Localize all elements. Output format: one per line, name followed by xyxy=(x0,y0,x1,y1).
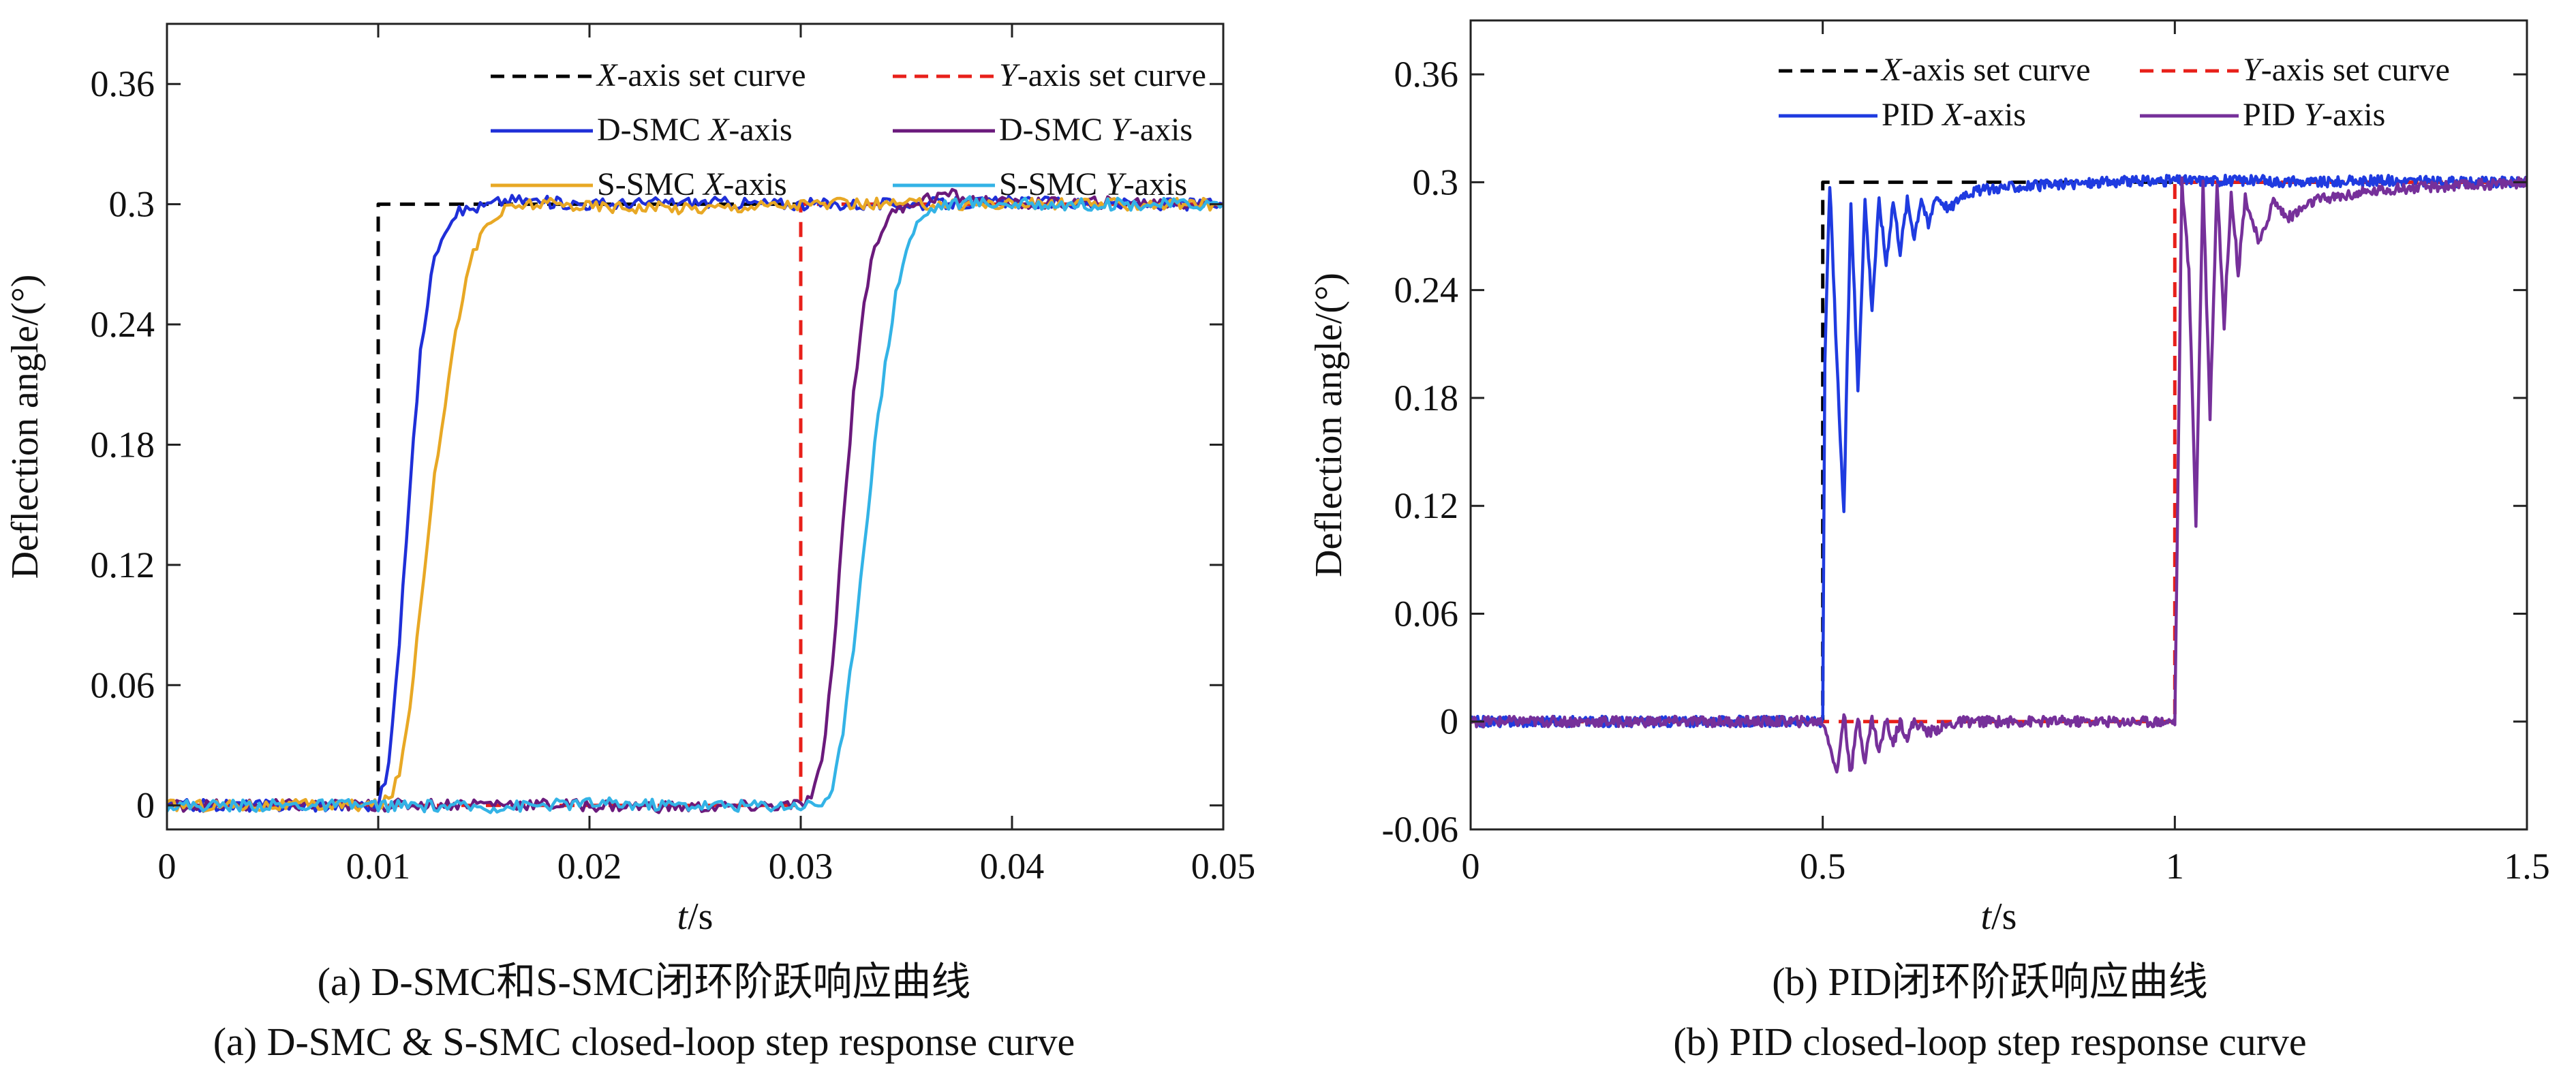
x-tick-label-b-0: 0 xyxy=(1462,846,1480,887)
plot-frame-b xyxy=(1469,19,2528,831)
y-tick-label-b-6: 0.3 xyxy=(1413,162,1459,202)
caption-a-chinese: (a) D-SMC和S-SMC闭环阶跃响应曲线 xyxy=(318,960,971,1004)
legend-label-a-ssmcx: S-SMC X-axis xyxy=(597,166,787,202)
y-tick-label-a-6: 0.36 xyxy=(91,63,155,104)
series-line-a-ssmcy xyxy=(167,195,1223,814)
x-tick-label-a-0: 0 xyxy=(158,846,177,887)
series-line-a-dsmcy xyxy=(167,187,1223,814)
series-line-b-pidy xyxy=(1471,176,2527,774)
series-line-a-dsmcx xyxy=(167,194,1223,813)
x-tick-label-a-4: 0.04 xyxy=(980,846,1045,887)
y-tick-label-a-0: 0 xyxy=(136,785,155,826)
caption-a-english: (a) D-SMC & S-SMC closed-loop step respo… xyxy=(213,1020,1075,1064)
legend-label-b-xset: X-axis set curve xyxy=(1880,52,2091,88)
panel-a-chart: 0 0.06 0.12 0.18 0.24 0.3 0.36 0 0.01 0.02 0.03 0.0… xyxy=(4,22,1256,938)
y-tick-label-a-4: 0.24 xyxy=(91,304,155,345)
caption-b-chinese: (b) PID闭环阶跃响应曲线 xyxy=(1772,960,2208,1004)
y-tick-label-b-3: 0.12 xyxy=(1394,485,1459,526)
series-line-b-pidx xyxy=(1471,173,2527,729)
legend-label-a-xset: X-axis set curve xyxy=(596,57,806,93)
x-tick-label-a-2: 0.02 xyxy=(557,846,622,887)
x-axis-title-a: t/s xyxy=(677,896,714,938)
x-tick-label-b-2: 1 xyxy=(2166,846,2184,887)
y-axis-title-a: Deflection angle/(°) xyxy=(4,275,46,579)
legend-label-b-pidx: PID X-axis xyxy=(1882,97,2026,133)
y-tick-label-a-1: 0.06 xyxy=(91,664,155,705)
x-tick-label-a-3: 0.03 xyxy=(769,846,833,887)
x-tick-label-a-5: 0.05 xyxy=(1191,846,1256,887)
x-tick-label-b-1: 0.5 xyxy=(1800,846,1846,887)
series-line-a-yset xyxy=(167,202,1223,808)
y-tick-label-b-5: 0.24 xyxy=(1394,270,1459,311)
series-line-a-xset xyxy=(167,202,1223,808)
x-tick-label-b-3: 1.5 xyxy=(2504,846,2550,887)
series-group-a xyxy=(167,187,1223,814)
y-tick-label-b-7: 0.36 xyxy=(1394,54,1459,95)
y-tick-label-b-1: 0 xyxy=(1440,701,1458,742)
y-tick-label-a-3: 0.18 xyxy=(91,424,155,465)
series-line-a-ssmcx xyxy=(167,196,1223,813)
legend-label-a-ssmcy: S-SMC Y-axis xyxy=(999,166,1187,202)
legend-label-a-dsmcy: D-SMC Y-axis xyxy=(999,112,1193,148)
y-tick-label-a-5: 0.3 xyxy=(109,184,155,225)
y-tick-label-a-2: 0.12 xyxy=(91,545,155,585)
series-group-b xyxy=(1471,173,2527,774)
y-axis-title-b: Deflection angle/(°) xyxy=(1308,273,1350,577)
legend-label-b-yset: Y-axis set curve xyxy=(2243,52,2450,88)
caption-b-english: (b) PID closed-loop step response curve xyxy=(1673,1020,2306,1064)
y-tick-label-b-0: -0.06 xyxy=(1382,809,1458,850)
legend-label-b-pidy: PID Y-axis xyxy=(2243,97,2385,133)
plot-frame-a xyxy=(166,22,1225,831)
x-tick-label-a-1: 0.01 xyxy=(346,846,411,887)
legend-label-a-dsmcx: D-SMC X-axis xyxy=(597,112,793,148)
y-tick-label-b-2: 0.06 xyxy=(1394,593,1459,634)
series-line-b-xset xyxy=(1471,180,2527,724)
legend-label-a-yset: Y-axis set curve xyxy=(999,57,1206,93)
series-line-b-yset xyxy=(1471,180,2527,724)
y-tick-label-b-4: 0.18 xyxy=(1394,378,1459,418)
x-axis-title-b: t/s xyxy=(1981,896,2017,938)
